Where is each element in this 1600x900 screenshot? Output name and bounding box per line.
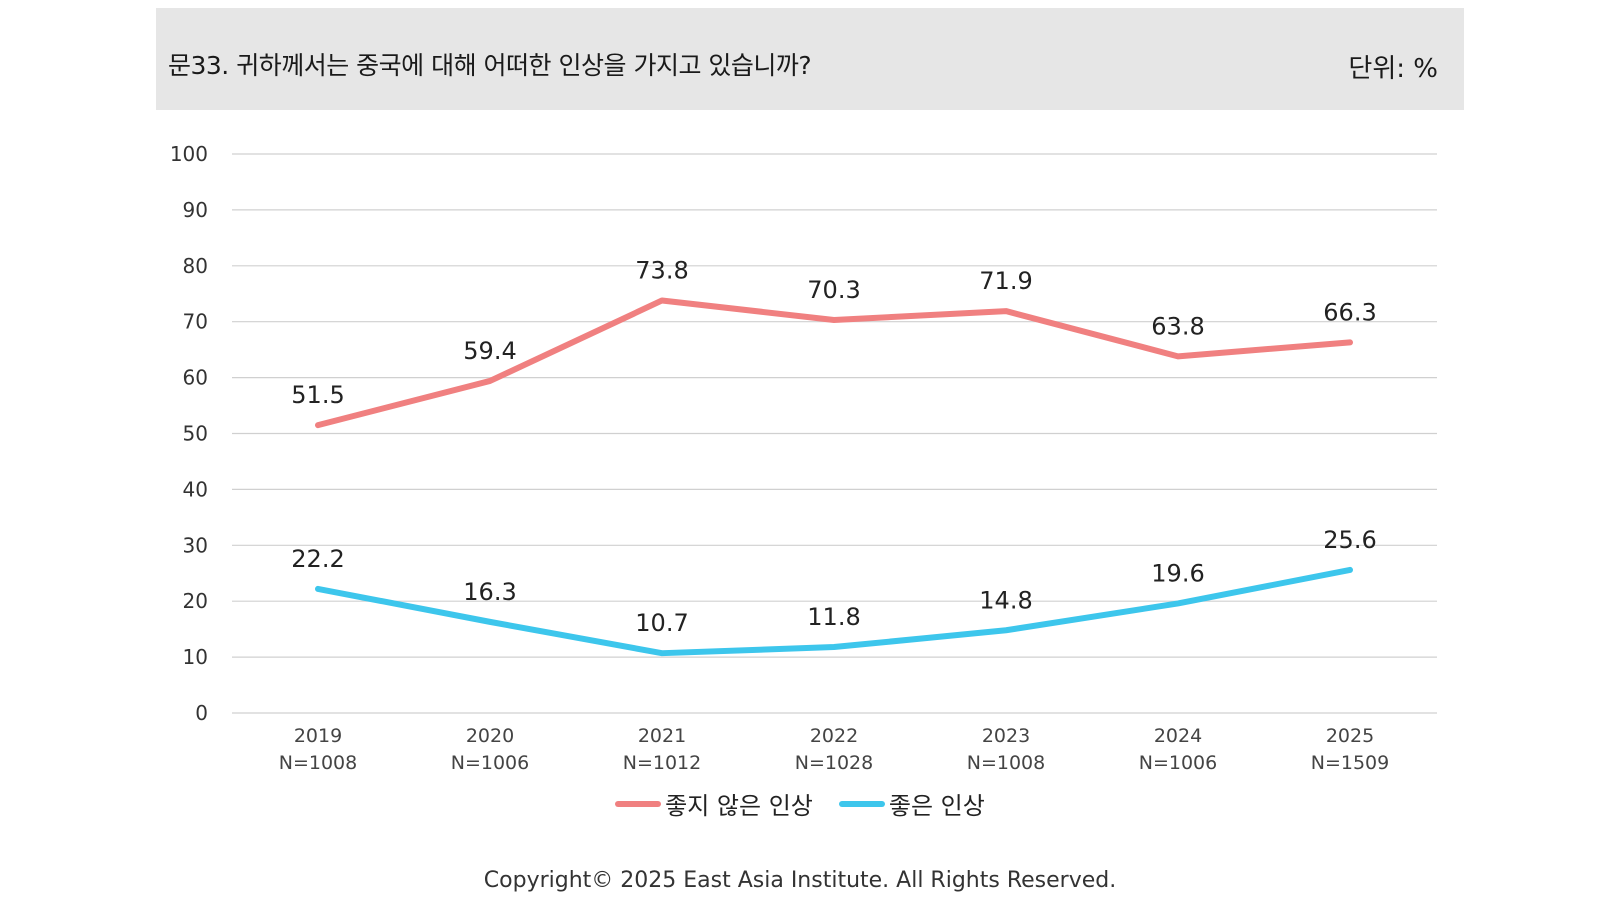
- y-tick-label: 40: [183, 477, 208, 501]
- data-label: 70.3: [807, 276, 860, 304]
- legend-label-unfavorable: 좋지 않은 인상: [665, 792, 813, 820]
- x-tick-sublabel: N=1012: [623, 752, 702, 774]
- data-label: 22.2: [291, 545, 344, 573]
- data-label: 10.7: [635, 609, 688, 637]
- y-tick-label: 90: [183, 198, 208, 222]
- y-tick-label: 70: [183, 310, 208, 334]
- legend-label-favorable: 좋은 인상: [888, 792, 985, 820]
- data-label: 16.3: [463, 578, 516, 606]
- unit-label: 단위: %: [1348, 54, 1438, 84]
- x-tick-label: 2023: [982, 725, 1030, 747]
- x-tick-sublabel: N=1006: [451, 752, 530, 774]
- data-label: 25.6: [1323, 526, 1376, 554]
- data-label: 59.4: [463, 337, 516, 365]
- x-tick-label: 2024: [1154, 725, 1202, 747]
- data-label: 51.5: [291, 381, 344, 409]
- y-tick-label: 80: [183, 254, 208, 278]
- data-label: 66.3: [1323, 298, 1376, 326]
- y-tick-label: 0: [195, 701, 208, 725]
- y-tick-label: 60: [183, 366, 208, 390]
- x-tick-sublabel: N=1006: [1139, 752, 1218, 774]
- y-tick-label: 100: [170, 142, 208, 166]
- data-labels: 51.5 59.4 73.8 70.3 71.9 63.8 66.3 22.2 16.3 10.7…: [291, 256, 1376, 637]
- chart-header: 문33. 귀하께서는 중국에 대해 어떠한 인상을 가지고 있습니까? 단위: …: [156, 8, 1464, 110]
- y-tick-label: 20: [183, 589, 208, 613]
- question-title: 문33. 귀하께서는 중국에 대해 어떠한 인상을 가지고 있습니까?: [168, 51, 812, 80]
- series-lines: [315, 297, 1353, 657]
- copyright-notice: Copyright© 2025 East Asia Institute. All…: [483, 868, 1117, 893]
- legend-item-favorable: 좋은 인상: [838, 786, 985, 821]
- x-tick-label: 2021: [638, 725, 686, 747]
- legend-item-unfavorable: 좋지 않은 인상: [615, 786, 813, 821]
- x-tick-label: 2022: [810, 725, 858, 747]
- x-tick-label: 2025: [1326, 725, 1374, 747]
- legend: 좋지 않은 인상 좋은 인상: [0, 786, 1600, 821]
- data-label: 19.6: [1151, 559, 1204, 587]
- legend-swatch-favorable: [838, 800, 885, 807]
- y-axis-ticks: 0 10 20 30 40 50 60 70 80 90 100: [170, 142, 208, 725]
- x-tick-label: 2019: [294, 725, 342, 747]
- x-tick-sublabel: N=1028: [795, 752, 874, 774]
- data-label: 73.8: [635, 256, 688, 284]
- data-label: 11.8: [807, 603, 860, 631]
- data-label: 63.8: [1151, 312, 1204, 340]
- y-tick-label: 50: [183, 422, 208, 446]
- x-tick-sublabel: N=1008: [967, 752, 1046, 774]
- y-tick-label: 30: [183, 533, 208, 557]
- x-axis-ticks: 2019 N=1008 2020 N=1006 2021 N=1012 2022 N=1028…: [279, 725, 1390, 774]
- legend-swatch-unfavorable: [615, 800, 662, 807]
- y-tick-label: 10: [183, 645, 208, 669]
- x-tick-label: 2020: [466, 725, 514, 747]
- data-label: 14.8: [979, 586, 1032, 614]
- x-tick-sublabel: N=1509: [1311, 752, 1390, 774]
- data-label: 71.9: [979, 267, 1032, 295]
- x-tick-sublabel: N=1008: [279, 752, 358, 774]
